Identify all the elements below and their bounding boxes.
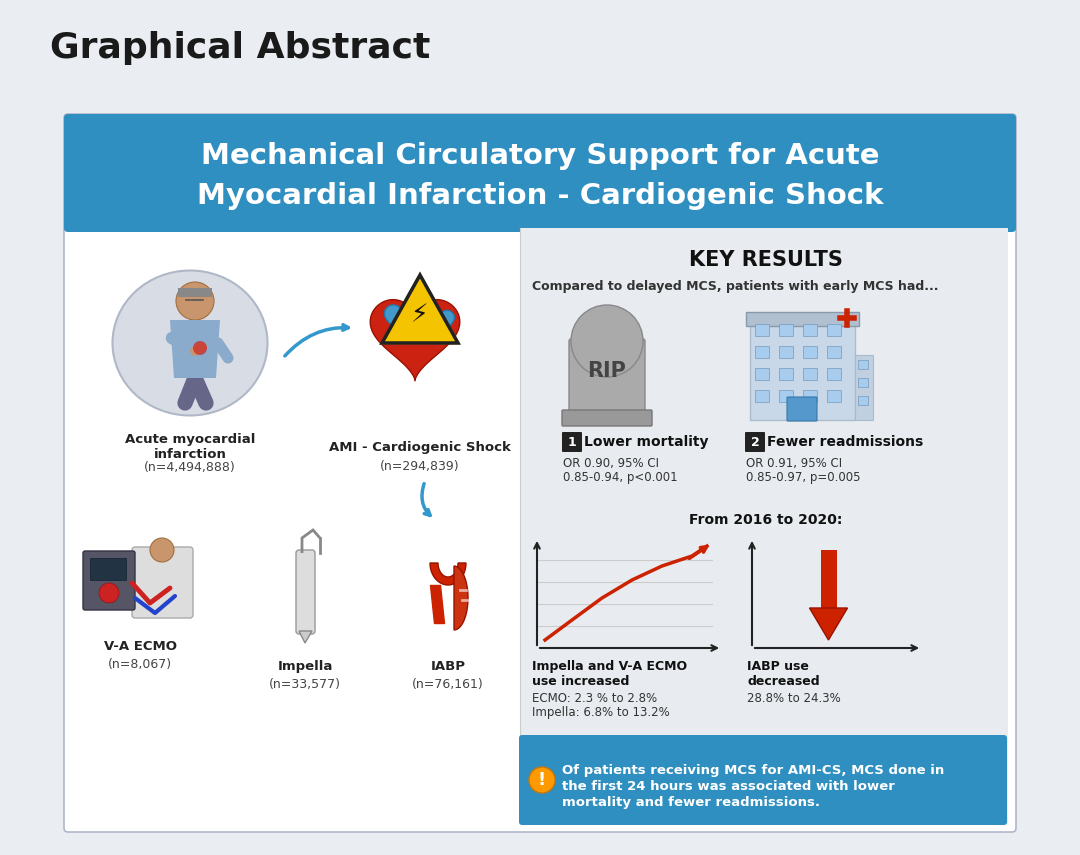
Circle shape [529,767,555,793]
FancyBboxPatch shape [779,324,793,336]
Text: 1: 1 [568,435,577,449]
Text: Compared to delayed MCS, patients with early MCS had...: Compared to delayed MCS, patients with e… [532,280,939,293]
Text: Mechanical Circulatory Support for Acute: Mechanical Circulatory Support for Acute [201,142,879,170]
FancyBboxPatch shape [296,550,315,634]
FancyBboxPatch shape [858,396,868,405]
Circle shape [193,341,207,355]
FancyBboxPatch shape [779,368,793,380]
FancyBboxPatch shape [787,397,816,421]
Text: From 2016 to 2020:: From 2016 to 2020: [689,513,842,527]
Text: V-A ECMO: V-A ECMO [104,640,176,653]
Polygon shape [299,631,312,643]
Text: 0.85-0.97, p=0.005: 0.85-0.97, p=0.005 [746,471,861,484]
Text: Of patients receiving MCS for AMI-CS, MCS done in: Of patients receiving MCS for AMI-CS, MC… [562,764,944,777]
FancyBboxPatch shape [68,173,1012,230]
FancyBboxPatch shape [779,346,793,358]
Text: 2: 2 [751,435,759,449]
Text: use increased: use increased [532,675,630,688]
Text: (n=4,494,888): (n=4,494,888) [144,461,235,474]
Text: 28.8% to 24.3%: 28.8% to 24.3% [747,692,840,705]
Polygon shape [810,608,848,640]
FancyBboxPatch shape [562,410,652,426]
FancyBboxPatch shape [745,432,765,452]
FancyBboxPatch shape [827,346,841,358]
FancyBboxPatch shape [64,114,1016,232]
Text: 0.85-0.94, p<0.001: 0.85-0.94, p<0.001 [563,471,677,484]
Circle shape [150,538,174,562]
FancyBboxPatch shape [827,324,841,336]
Text: IABP: IABP [431,660,465,673]
Polygon shape [384,305,420,337]
Text: decreased: decreased [747,675,820,688]
FancyBboxPatch shape [804,368,816,380]
Polygon shape [454,566,468,630]
Text: Acute myocardial
infarction: Acute myocardial infarction [125,433,255,461]
FancyBboxPatch shape [755,324,769,336]
FancyBboxPatch shape [804,324,816,336]
Polygon shape [178,288,212,297]
Text: (n=33,577): (n=33,577) [269,678,341,691]
Text: mortality and fewer readmissions.: mortality and fewer readmissions. [562,796,820,809]
Circle shape [571,305,643,377]
Text: Impella and V-A ECMO: Impella and V-A ECMO [532,660,687,673]
Text: Fewer readmissions: Fewer readmissions [767,435,923,449]
Circle shape [176,282,214,320]
Text: Myocardial Infarction - Cardiogenic Shock: Myocardial Infarction - Cardiogenic Shoc… [197,182,883,210]
Polygon shape [430,563,465,585]
FancyBboxPatch shape [755,346,769,358]
FancyBboxPatch shape [855,355,873,420]
Text: Impella: 6.8% to 13.2%: Impella: 6.8% to 13.2% [532,706,670,719]
Text: Impella: Impella [278,660,333,673]
FancyBboxPatch shape [64,114,1016,832]
FancyBboxPatch shape [519,735,1007,825]
FancyBboxPatch shape [858,378,868,387]
Text: IABP use: IABP use [747,660,809,673]
Text: OR 0.90, 95% CI: OR 0.90, 95% CI [563,457,659,470]
Polygon shape [170,320,220,378]
FancyBboxPatch shape [755,390,769,402]
FancyBboxPatch shape [804,346,816,358]
FancyBboxPatch shape [821,550,837,608]
FancyBboxPatch shape [132,547,193,618]
Text: (n=294,839): (n=294,839) [380,460,460,473]
Text: KEY RESULTS: KEY RESULTS [689,250,842,270]
Text: (n=76,161): (n=76,161) [413,678,484,691]
Text: ⚡: ⚡ [411,303,429,327]
Polygon shape [370,299,460,380]
Text: the first 24 hours was associated with lower: the first 24 hours was associated with l… [562,780,895,793]
FancyBboxPatch shape [746,312,859,326]
FancyBboxPatch shape [562,432,582,452]
FancyBboxPatch shape [83,551,135,610]
Text: Lower mortality: Lower mortality [584,435,708,449]
FancyBboxPatch shape [755,368,769,380]
Ellipse shape [112,270,268,416]
Text: !: ! [538,771,546,789]
FancyBboxPatch shape [827,390,841,402]
Polygon shape [426,310,455,336]
Text: RIP: RIP [588,361,626,381]
FancyBboxPatch shape [569,339,645,415]
FancyBboxPatch shape [750,320,855,420]
Text: OR 0.91, 95% CI: OR 0.91, 95% CI [746,457,842,470]
Text: ECMO: 2.3 % to 2.8%: ECMO: 2.3 % to 2.8% [532,692,657,705]
Circle shape [99,583,119,603]
Text: Graphical Abstract: Graphical Abstract [50,31,430,65]
Text: (n=8,067): (n=8,067) [108,658,172,671]
FancyBboxPatch shape [804,390,816,402]
FancyBboxPatch shape [90,558,126,580]
Text: AMI - Cardiogenic Shock: AMI - Cardiogenic Shock [329,441,511,454]
FancyBboxPatch shape [858,360,868,369]
FancyBboxPatch shape [519,228,1008,824]
FancyBboxPatch shape [827,368,841,380]
Polygon shape [382,275,458,343]
FancyBboxPatch shape [779,390,793,402]
